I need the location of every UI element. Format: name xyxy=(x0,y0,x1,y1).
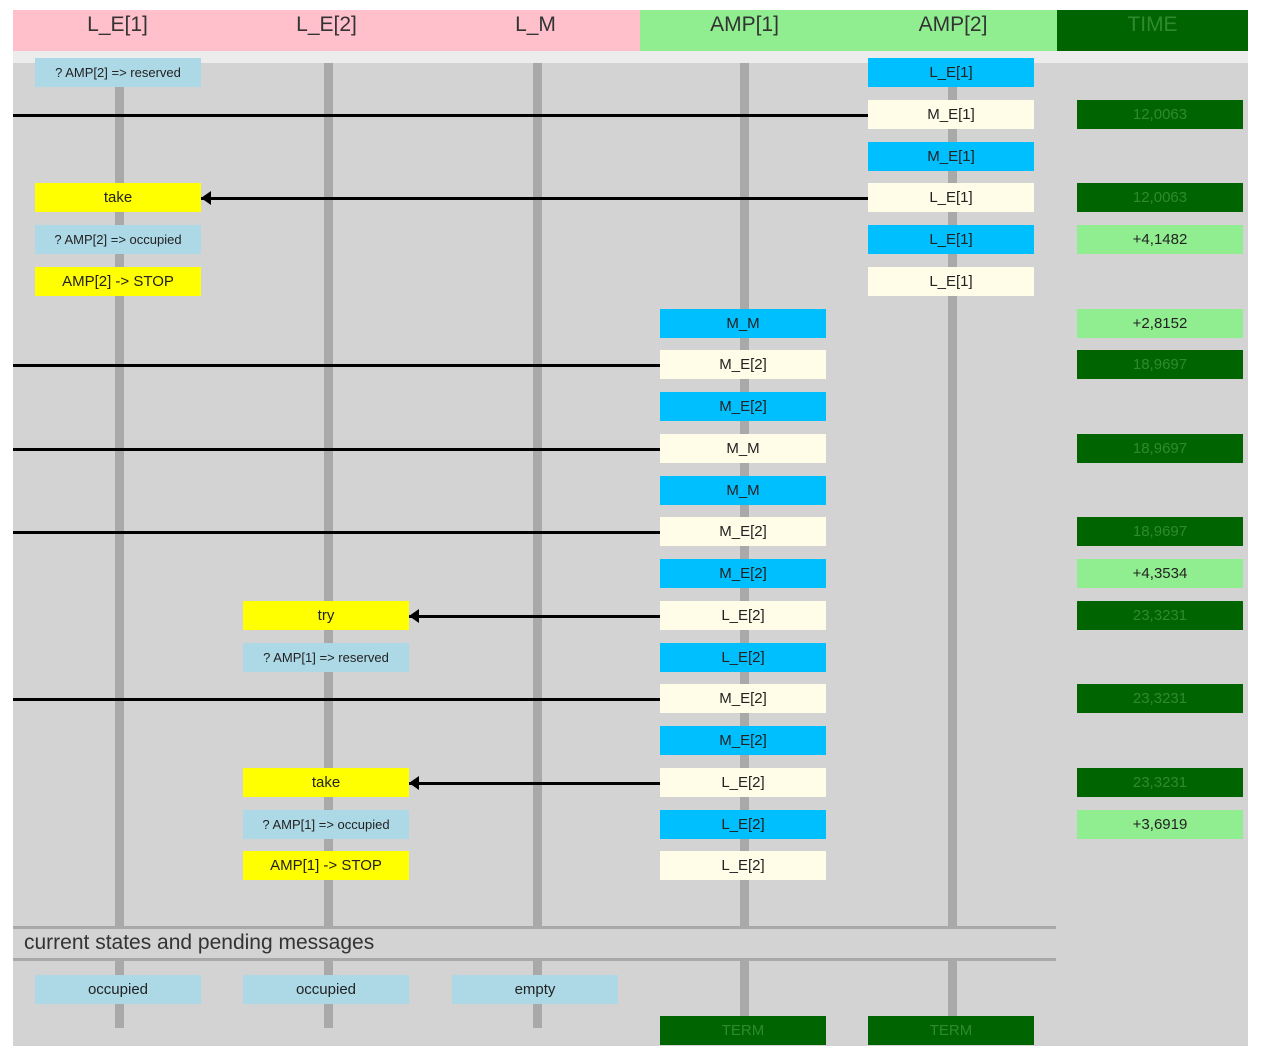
time-value: 18,9697 xyxy=(1077,517,1243,546)
term-box: TERM xyxy=(868,1016,1034,1045)
event-box: ? AMP[1] => occupied xyxy=(243,810,409,839)
event-box: M_M xyxy=(660,434,826,463)
message-line xyxy=(201,197,868,200)
time-value: 12,0063 xyxy=(1077,100,1243,129)
event-box: take xyxy=(243,768,409,797)
section-separator-bottom xyxy=(13,958,1056,961)
event-box: L_E[1] xyxy=(868,225,1034,254)
lifeline-1 xyxy=(324,63,333,928)
time-value: 23,3231 xyxy=(1077,768,1243,797)
event-box: L_E[2] xyxy=(660,851,826,880)
event-box: M_M xyxy=(660,309,826,338)
time-value: 18,9697 xyxy=(1077,434,1243,463)
event-box: L_E[2] xyxy=(660,601,826,630)
event-box: ? AMP[2] => occupied xyxy=(35,225,201,254)
header-time: TIME xyxy=(1057,10,1248,51)
event-box: ? AMP[1] => reserved xyxy=(243,643,409,672)
event-box: M_E[2] xyxy=(660,392,826,421)
event-box: L_E[1] xyxy=(868,183,1034,212)
state-box: occupied xyxy=(35,975,201,1004)
event-box: M_E[1] xyxy=(868,142,1034,171)
time-value: 12,0063 xyxy=(1077,183,1243,212)
message-line xyxy=(13,698,660,701)
event-box: M_E[2] xyxy=(660,517,826,546)
header-l-e-1: L_E[1] xyxy=(13,10,222,51)
lifeline-state-4 xyxy=(948,960,957,1018)
event-box: M_E[2] xyxy=(660,559,826,588)
arrow-head-icon xyxy=(409,776,419,790)
arrow-head-icon xyxy=(201,191,211,205)
state-box: empty xyxy=(452,975,618,1004)
lifeline-4 xyxy=(948,63,957,928)
message-line xyxy=(13,364,660,367)
state-box: occupied xyxy=(243,975,409,1004)
time-value: +4,1482 xyxy=(1077,225,1243,254)
message-line xyxy=(409,615,660,618)
message-line xyxy=(13,114,868,117)
time-value: 23,3231 xyxy=(1077,601,1243,630)
message-line xyxy=(13,531,660,534)
time-value: +2,8152 xyxy=(1077,309,1243,338)
header-amp-2: AMP[2] xyxy=(849,10,1057,51)
event-box: L_E[2] xyxy=(660,643,826,672)
time-value: +3,6919 xyxy=(1077,810,1243,839)
section-title: current states and pending messages xyxy=(24,931,375,954)
event-box: try xyxy=(243,601,409,630)
event-box: M_M xyxy=(660,476,826,505)
event-box: M_E[2] xyxy=(660,350,826,379)
event-box: L_E[1] xyxy=(868,58,1034,87)
header-amp-1: AMP[1] xyxy=(640,10,849,51)
event-box: M_E[1] xyxy=(868,100,1034,129)
event-box: M_E[2] xyxy=(660,726,826,755)
lifeline-2 xyxy=(533,63,542,928)
message-line xyxy=(13,448,660,451)
time-value: 18,9697 xyxy=(1077,350,1243,379)
message-line xyxy=(409,782,660,785)
section-separator-top xyxy=(13,926,1056,929)
arrow-head-icon xyxy=(409,609,419,623)
header-l-e-2: L_E[2] xyxy=(222,10,431,51)
event-box: L_E[1] xyxy=(868,267,1034,296)
event-box: M_E[2] xyxy=(660,684,826,713)
diagram-background xyxy=(13,63,1248,1046)
event-box: L_E[2] xyxy=(660,768,826,797)
time-value: 23,3231 xyxy=(1077,684,1243,713)
event-box: take xyxy=(35,183,201,212)
term-box: TERM xyxy=(660,1016,826,1045)
time-value: +4,3534 xyxy=(1077,559,1243,588)
header-l-m: L_M xyxy=(431,10,640,51)
event-box: AMP[2] -> STOP xyxy=(35,267,201,296)
lifeline-0 xyxy=(115,63,124,928)
event-box: ? AMP[2] => reserved xyxy=(35,58,201,87)
event-box: L_E[2] xyxy=(660,810,826,839)
event-box: AMP[1] -> STOP xyxy=(243,851,409,880)
lifeline-state-3 xyxy=(740,960,749,1018)
